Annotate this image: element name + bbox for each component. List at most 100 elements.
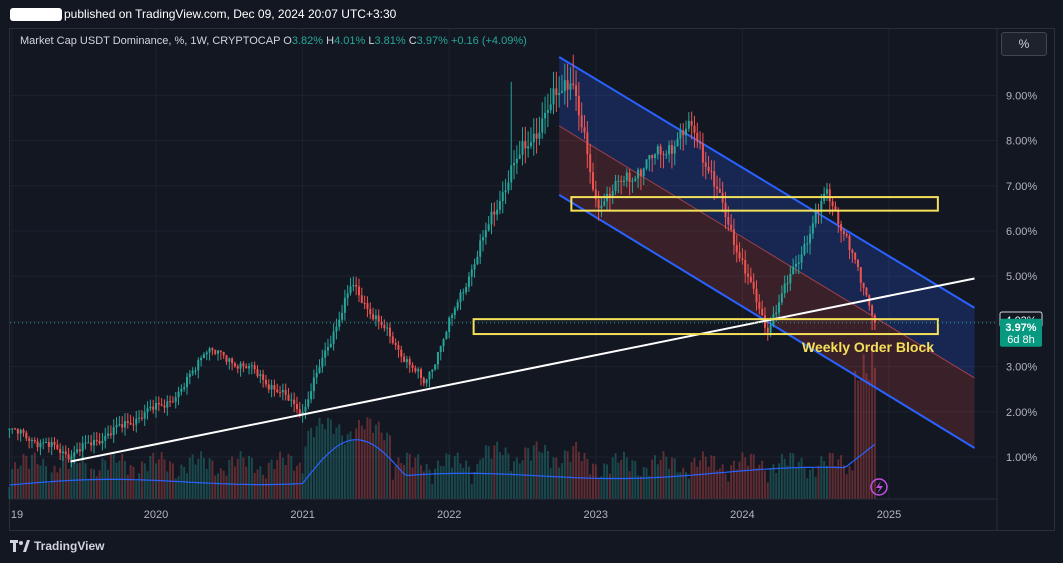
candle-body: [459, 292, 462, 303]
candle-body: [118, 424, 121, 426]
candle-body: [566, 80, 569, 90]
volume-bar: [132, 466, 135, 499]
candle-body: [214, 350, 217, 354]
volume-bar: [659, 459, 662, 499]
candle-body: [730, 224, 733, 230]
candle-body: [797, 262, 800, 264]
candle-body: [504, 190, 507, 193]
candle-body: [704, 162, 707, 167]
candle-body: [121, 424, 124, 428]
volume-bar: [445, 453, 448, 499]
volume-bar: [744, 457, 747, 499]
candle-body: [749, 276, 752, 282]
volume-bar: [673, 458, 676, 499]
candle-body: [225, 355, 228, 362]
candle-body: [132, 424, 135, 426]
candle-body: [845, 234, 848, 236]
volume-bar: [814, 476, 817, 499]
candle-body: [25, 432, 28, 439]
volume-bar: [138, 473, 141, 499]
candle-body: [123, 421, 126, 428]
volume-bar: [716, 470, 719, 499]
candle-body: [668, 145, 671, 155]
legend-close-value: 3.97%: [416, 35, 448, 47]
candle-body: [493, 211, 496, 215]
volume-bar: [631, 460, 634, 499]
candle-body: [436, 352, 439, 365]
annotation-weekly-order-block: Weekly Order Block: [802, 339, 934, 355]
volume-bar: [448, 454, 451, 499]
chart-pane[interactable]: [9, 28, 1055, 531]
candle-body: [403, 356, 406, 363]
volume-bar: [693, 457, 696, 499]
volume-bar: [797, 461, 800, 499]
candle-body: [560, 91, 563, 93]
candle-body: [420, 369, 423, 378]
candle-body: [766, 327, 769, 333]
candle-body: [374, 315, 377, 320]
candle-body: [67, 454, 70, 460]
volume-bar: [546, 451, 549, 499]
legend-change: +0.16 (+4.09%): [450, 35, 527, 47]
candle-body: [98, 441, 101, 444]
candle-body: [405, 359, 408, 363]
x-tick-label: 2022: [437, 509, 461, 521]
legend-low-label: L: [368, 35, 375, 47]
volume-bar: [544, 444, 547, 499]
volume-bar: [811, 468, 814, 499]
order-block-box: [472, 318, 939, 336]
volume-bar: [121, 453, 124, 499]
volume-bar: [284, 465, 287, 499]
candle-body: [355, 284, 358, 287]
volume-bar: [710, 455, 713, 499]
candle-body: [19, 429, 22, 434]
volume-bar: [560, 463, 563, 499]
volume-bar: [529, 460, 532, 499]
candle-body: [28, 438, 31, 441]
volume-bar: [64, 457, 67, 499]
volume-bar: [763, 470, 766, 499]
volume-bar: [747, 465, 750, 499]
candle-body: [138, 417, 141, 419]
volume-bar: [871, 345, 874, 499]
volume-bar: [645, 468, 648, 499]
channel-upper-line: [558, 56, 976, 309]
candle-body: [529, 142, 532, 147]
candle-body: [656, 146, 659, 155]
legend-high-label: H: [326, 35, 335, 47]
candle-body: [558, 92, 561, 95]
candle-body: [304, 406, 307, 412]
volume-bar: [558, 467, 561, 499]
candle-body: [854, 252, 857, 260]
candle-body: [64, 451, 67, 455]
percent-scale-button[interactable]: %: [1001, 32, 1047, 56]
volume-bar: [33, 452, 36, 499]
candle-body: [479, 240, 482, 257]
legend-symbol: Market Cap USDT Dominance, %, 1W, CRYPTO…: [20, 35, 281, 47]
volume-bar: [298, 462, 301, 499]
volume-bar: [451, 467, 454, 499]
candle-body: [727, 217, 730, 225]
candle-body: [239, 363, 242, 369]
volume-bar: [270, 459, 273, 499]
candle-body: [177, 391, 180, 398]
candle-body: [312, 377, 315, 392]
volume-bar: [752, 454, 755, 499]
volume-bar: [778, 463, 781, 499]
candle-body: [61, 451, 64, 454]
volume-bar: [521, 460, 524, 499]
candle-body: [451, 314, 454, 318]
candle-body: [735, 244, 738, 253]
volume-bar: [169, 461, 172, 499]
volume-bar: [552, 457, 555, 499]
volume-bar: [780, 453, 783, 499]
candle-body: [228, 358, 231, 362]
candle-body: [92, 439, 95, 446]
volume-bar: [704, 456, 707, 499]
candle-body: [126, 421, 129, 423]
candle-body: [264, 379, 267, 385]
volume-bar: [837, 459, 840, 499]
volume-bar: [225, 475, 228, 499]
volume-bar: [332, 433, 335, 499]
